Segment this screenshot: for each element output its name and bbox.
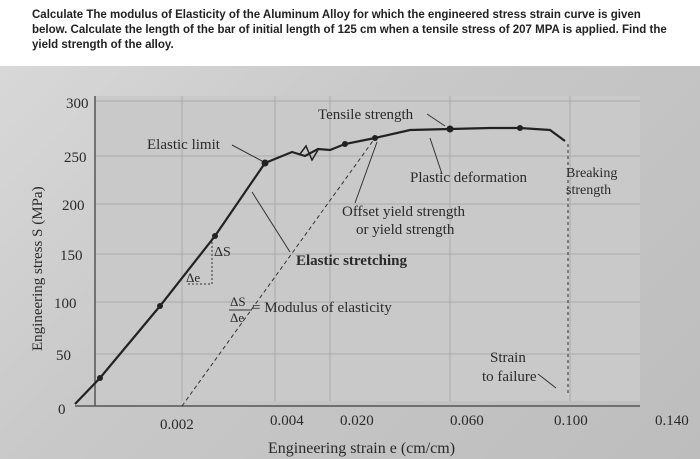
- leader-line: [354, 141, 378, 204]
- y-tick-label: 150: [60, 248, 83, 264]
- leader-lines: [231, 113, 557, 389]
- y-tick-label: 50: [56, 348, 71, 364]
- x-tick-label: 0.060: [450, 413, 484, 429]
- modulus-fraction-top: ΔS: [230, 294, 246, 309]
- axis-break-mark: [299, 144, 319, 162]
- x-tick-label: 0.020: [340, 413, 374, 429]
- data-point: [446, 125, 454, 133]
- x-tick-label: 0.140: [655, 413, 689, 429]
- tensile-strength-label: Tensile strength: [318, 107, 414, 123]
- breaking-strength-label: strength: [566, 183, 611, 198]
- leader-line: [429, 137, 443, 175]
- leader-line: [251, 191, 291, 253]
- y-tick-label: 200: [62, 198, 85, 214]
- elastic-limit-label: Elastic limit: [147, 137, 221, 153]
- data-point: [157, 303, 163, 309]
- question-text: Calculate The modulus of Elasticity of t…: [32, 9, 667, 51]
- stress-strain-chart-photo: 300 250 200 150 100 50 0 Engineering str…: [0, 66, 700, 459]
- offset-line: [181, 137, 376, 407]
- modulus-fraction-bottom: Δe: [230, 310, 244, 325]
- x-tick-label: 0.100: [554, 413, 588, 429]
- y-tick-label: 250: [64, 150, 87, 166]
- offset-yield-label: Offset yield strength: [342, 204, 466, 220]
- offset-yield-label: or yield strength: [356, 222, 455, 238]
- leader-line: [426, 113, 446, 127]
- y-axis-label: Engineering stress S (MPa): [30, 186, 46, 351]
- data-point: [517, 125, 523, 131]
- grid: [95, 96, 640, 401]
- delta-s-label: ΔS: [214, 245, 231, 260]
- data-point: [342, 141, 348, 147]
- x-tick-label: 0.004: [270, 413, 304, 429]
- leader-line: [537, 373, 557, 389]
- plastic-deformation-label: Plastic deformation: [410, 170, 528, 186]
- data-point: [372, 135, 378, 141]
- plot-area: [95, 96, 640, 401]
- strain-to-failure-label: to failure: [482, 369, 537, 385]
- breaking-strength-label: Breaking: [566, 166, 617, 181]
- data-point: [261, 159, 269, 167]
- y-tick-label: 300: [66, 96, 89, 112]
- delta-e-label: Δe: [186, 270, 200, 285]
- y-tick-label: 0: [58, 402, 66, 418]
- modulus-label: = Modulus of elasticity: [252, 300, 392, 316]
- data-point: [97, 375, 103, 381]
- stress-strain-chart: 300 250 200 150 100 50 0 Engineering str…: [30, 96, 689, 457]
- data-point: [212, 233, 218, 239]
- stress-strain-curve: [74, 126, 566, 405]
- x-tick-label: 0.002: [160, 417, 194, 433]
- x-axis-label: Engineering strain e (cm/cm): [268, 440, 455, 457]
- strain-to-failure-label: Strain: [490, 350, 526, 366]
- y-tick-label: 100: [54, 296, 77, 312]
- elastic-stretching-label: Elastic stretching: [296, 253, 407, 269]
- leader-line: [231, 144, 263, 162]
